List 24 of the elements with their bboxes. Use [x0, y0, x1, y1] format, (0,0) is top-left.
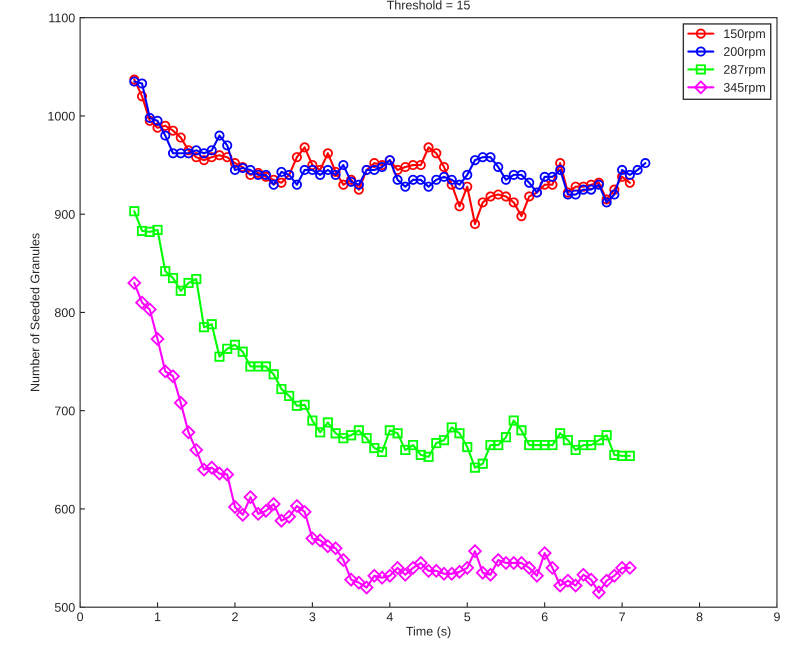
- chart-title: Threshold = 15: [386, 0, 470, 10]
- y-tick-label: 700: [55, 406, 75, 416]
- x-tick-label: 1: [155, 612, 160, 622]
- x-tick-label: 8: [696, 612, 702, 622]
- x-tick-label: 3: [309, 612, 316, 622]
- y-tick-label: 1100: [49, 13, 75, 22]
- x-tick-label: 5: [464, 612, 470, 622]
- x-tick-label: 9: [774, 612, 780, 622]
- x-tick-label: 4: [386, 612, 393, 622]
- legend-label: 287rpm: [724, 65, 765, 76]
- x-tick-label: 0: [77, 612, 84, 622]
- y-tick-label: 1000: [48, 112, 75, 121]
- legend-label: 150rpm: [724, 29, 765, 41]
- legend-label: 345rpm: [724, 82, 765, 94]
- x-tick-label: 2: [232, 612, 238, 622]
- y-axis-title: Number of Seeded Granules: [30, 233, 40, 391]
- y-tick-label: 500: [54, 602, 75, 612]
- y-tick-label: 800: [54, 308, 75, 318]
- x-tick-label: 6: [542, 612, 548, 622]
- x-axis-title: Time (s): [406, 626, 450, 638]
- x-tick-label: 7: [619, 612, 625, 622]
- y-tick-label: 600: [55, 504, 75, 514]
- legend-label: 200rpm: [724, 47, 765, 58]
- y-tick-label: 900: [54, 210, 75, 219]
